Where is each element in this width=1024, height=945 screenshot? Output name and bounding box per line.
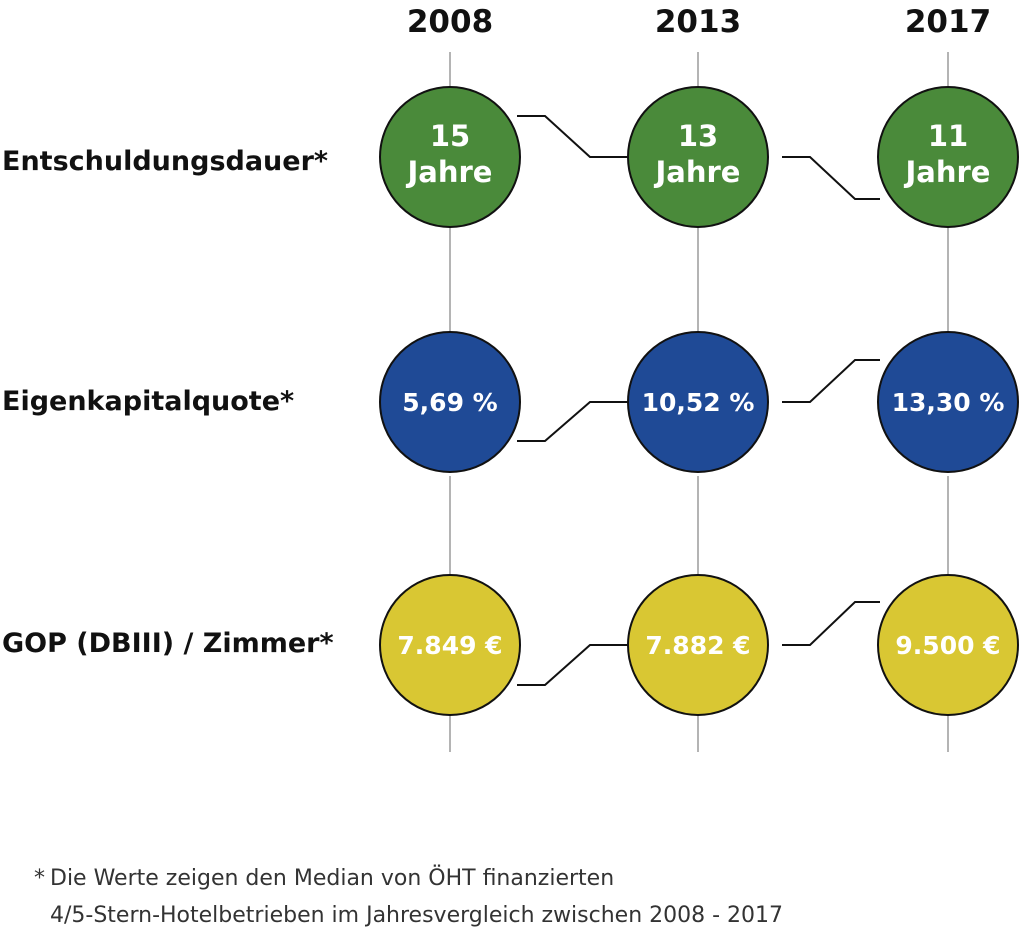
- value-unit: Jahre: [654, 155, 741, 189]
- connector-row3-b: [782, 601, 880, 646]
- value-percent: 5,69 %: [402, 388, 497, 417]
- value-percent: 13,30 %: [892, 388, 1005, 417]
- year-header-2017: 2017: [905, 4, 991, 40]
- value-bubble: [379, 86, 521, 228]
- value-bubble: [877, 86, 1019, 228]
- connector-row3-a: [517, 644, 630, 686]
- value-bubble: [379, 574, 521, 716]
- value-euro: 7.882 €: [645, 631, 750, 660]
- value-bubble: [877, 331, 1019, 473]
- row-gop-zimmer: 7.849 € 7.882 € 9.500 €: [379, 574, 1019, 716]
- row-eigenkapitalquote: 5,69 % 10,52 % 13,30 %: [379, 331, 1019, 473]
- row-label-eigenkapitalquote: Eigenkapitalquote*: [2, 386, 294, 417]
- connector-row2-b: [782, 359, 880, 403]
- trend-connectors: [517, 115, 880, 686]
- year-header-2013: 2013: [655, 4, 741, 40]
- value-number: 15: [430, 119, 470, 153]
- value-bubble: [877, 574, 1019, 716]
- value-bubble: [627, 331, 769, 473]
- value-number: 11: [928, 119, 968, 153]
- value-unit: Jahre: [406, 155, 493, 189]
- value-unit: Jahre: [904, 155, 991, 189]
- year-header-2008: 2008: [407, 4, 493, 40]
- row-entschuldungsdauer: 15 Jahre 13 Jahre 11 Jahre: [379, 86, 1019, 228]
- connector-row2-a: [517, 401, 630, 442]
- row-label-entschuldungsdauer: Entschuldungsdauer*: [2, 146, 328, 177]
- footnote: * Die Werte zeigen den Median von ÖHT fi…: [34, 865, 783, 928]
- value-number: 13: [678, 119, 718, 153]
- value-bubble: [627, 86, 769, 228]
- footnote-line-1: Die Werte zeigen den Median von ÖHT fina…: [50, 865, 614, 891]
- row-label-gop-zimmer: GOP (DBIII) / Zimmer*: [2, 628, 334, 659]
- value-percent: 10,52 %: [642, 388, 755, 417]
- value-euro: 9.500 €: [895, 631, 1000, 660]
- value-bubble: [379, 331, 521, 473]
- footnote-line-2: 4/5-Stern-Hotelbetrieben im Jahresvergle…: [50, 903, 783, 928]
- vertical-guides: [449, 52, 949, 752]
- connector-row1-a: [517, 115, 630, 158]
- value-euro: 7.849 €: [397, 631, 502, 660]
- footnote-marker: *: [34, 866, 45, 891]
- connector-row1-b: [782, 156, 880, 200]
- value-bubble: [627, 574, 769, 716]
